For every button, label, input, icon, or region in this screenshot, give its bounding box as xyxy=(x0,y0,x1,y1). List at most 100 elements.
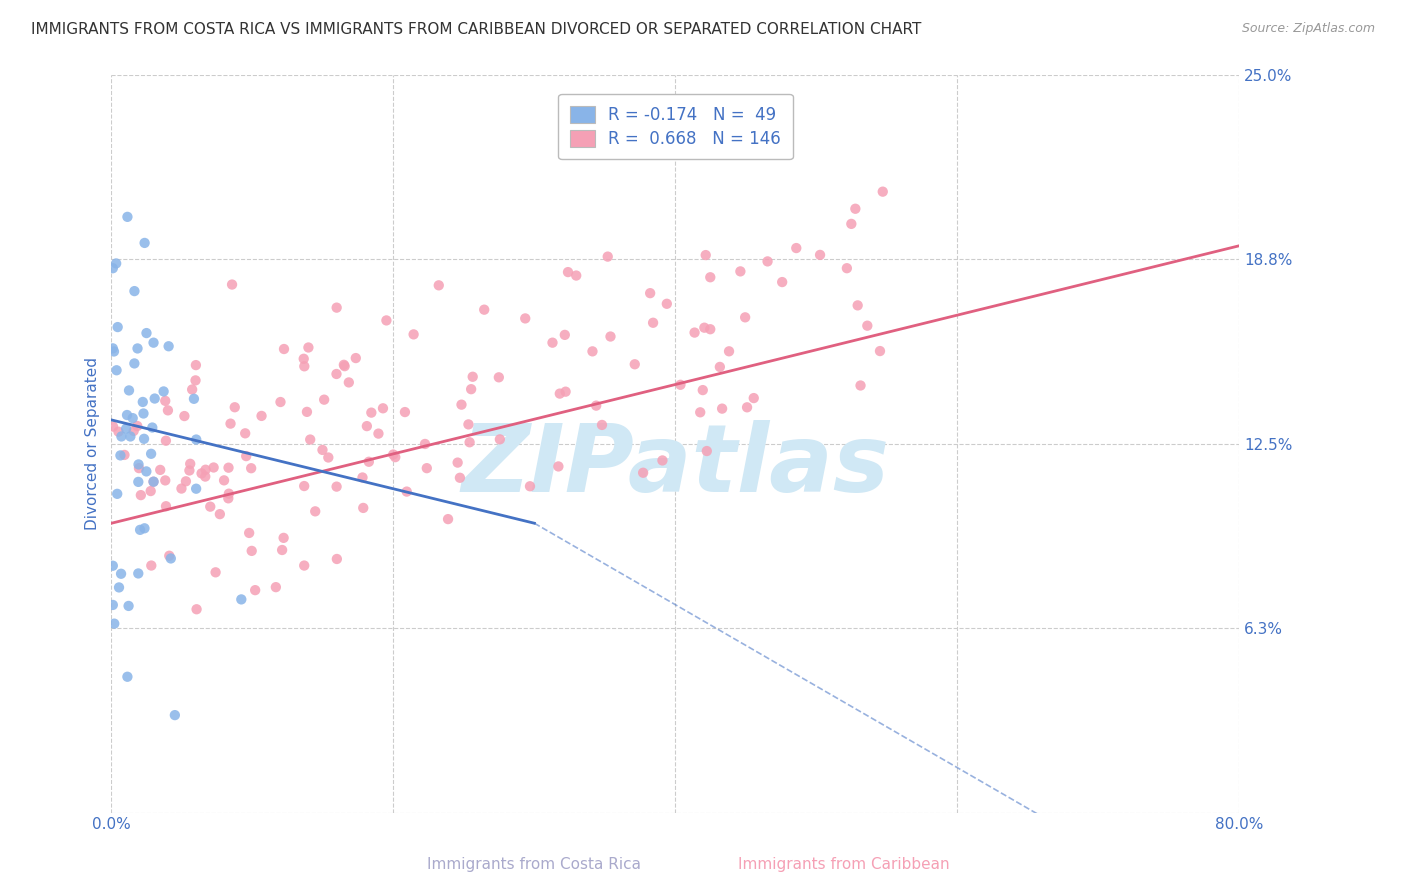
Point xyxy=(218,486,240,500)
Point xyxy=(367,426,389,441)
Point xyxy=(135,326,157,340)
Point xyxy=(107,320,129,334)
Point xyxy=(695,248,717,262)
Point xyxy=(269,395,291,409)
Point xyxy=(121,411,143,425)
Point xyxy=(194,463,217,477)
Point xyxy=(134,235,156,250)
Point xyxy=(117,210,139,224)
Point xyxy=(156,403,179,417)
Point xyxy=(219,417,242,431)
Text: Source: ZipAtlas.com: Source: ZipAtlas.com xyxy=(1241,22,1375,36)
Point xyxy=(129,523,152,537)
Point xyxy=(208,507,231,521)
Point xyxy=(292,479,315,493)
Point xyxy=(689,405,711,419)
Point xyxy=(638,286,661,301)
Point xyxy=(114,448,136,462)
Point xyxy=(693,320,716,334)
Point xyxy=(110,566,132,581)
Point xyxy=(217,491,239,506)
Point xyxy=(304,504,326,518)
Point xyxy=(623,357,645,371)
Point xyxy=(101,598,124,612)
Point xyxy=(437,512,460,526)
Point xyxy=(849,378,872,392)
Point xyxy=(450,398,472,412)
Point xyxy=(337,376,360,390)
Point xyxy=(233,426,256,441)
Point xyxy=(333,359,356,374)
Point xyxy=(170,482,193,496)
Point xyxy=(117,599,139,613)
Point xyxy=(461,369,484,384)
Point xyxy=(325,301,347,315)
Point xyxy=(325,367,347,381)
Point xyxy=(756,254,779,268)
Point xyxy=(101,558,124,573)
Point xyxy=(333,358,356,372)
Point xyxy=(548,386,571,401)
Point xyxy=(869,344,891,359)
Point xyxy=(250,409,273,423)
Point xyxy=(142,475,165,489)
Point xyxy=(472,302,495,317)
Point xyxy=(132,407,155,421)
Point xyxy=(375,313,398,327)
Point xyxy=(585,399,607,413)
Point xyxy=(184,358,207,372)
Point xyxy=(179,463,201,477)
Point xyxy=(264,580,287,594)
Point xyxy=(105,487,128,501)
Point xyxy=(183,392,205,406)
Point xyxy=(181,383,204,397)
Point xyxy=(221,277,243,292)
Point xyxy=(149,463,172,477)
Point xyxy=(631,466,654,480)
Point xyxy=(179,457,201,471)
Point xyxy=(547,459,569,474)
Point xyxy=(157,549,180,563)
Point xyxy=(127,475,149,489)
Point xyxy=(273,531,295,545)
Point xyxy=(129,488,152,502)
Point xyxy=(292,359,315,374)
Point xyxy=(190,467,212,481)
Point xyxy=(186,433,208,447)
Point xyxy=(155,434,177,448)
Point xyxy=(124,284,146,298)
Point xyxy=(325,480,347,494)
Point xyxy=(134,521,156,535)
Point xyxy=(101,261,124,276)
Point xyxy=(718,344,741,359)
Point xyxy=(557,265,579,279)
Point xyxy=(460,382,482,396)
Point xyxy=(357,455,380,469)
Point xyxy=(238,525,260,540)
Point xyxy=(655,297,678,311)
Point xyxy=(581,344,603,359)
Point xyxy=(711,401,734,416)
Point xyxy=(118,384,141,398)
Point xyxy=(127,566,149,581)
Legend: R = -0.174   N =  49, R =  0.668   N = 146: R = -0.174 N = 49, R = 0.668 N = 146 xyxy=(558,94,793,160)
Point xyxy=(371,401,394,416)
Point xyxy=(519,479,541,493)
Point xyxy=(103,616,125,631)
Point xyxy=(120,429,142,443)
Point xyxy=(194,469,217,483)
Point xyxy=(110,449,132,463)
Point xyxy=(541,335,564,350)
Point xyxy=(416,461,439,475)
Point xyxy=(844,202,866,216)
Point xyxy=(311,442,333,457)
Point xyxy=(110,429,132,443)
Point xyxy=(186,482,208,496)
Point xyxy=(128,458,150,472)
Point xyxy=(554,327,576,342)
Point xyxy=(846,298,869,312)
Point xyxy=(124,356,146,370)
Point xyxy=(735,401,758,415)
Point xyxy=(155,474,177,488)
Point xyxy=(273,342,295,356)
